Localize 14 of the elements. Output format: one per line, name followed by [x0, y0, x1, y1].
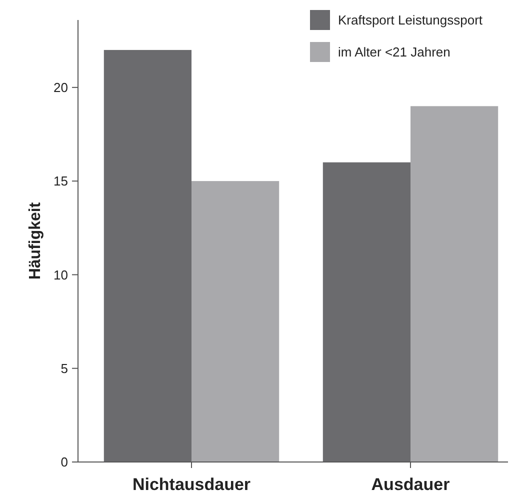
bar: [192, 181, 280, 462]
y-tick-label: 10: [54, 267, 68, 282]
bar: [104, 50, 192, 462]
y-tick-label: 5: [60, 360, 68, 376]
y-axis-title: Häufigkeit: [27, 202, 44, 280]
bar: [322, 162, 410, 462]
legend-label: Kraftsport Leistungssport: [338, 12, 483, 28]
y-tick-label: 20: [54, 80, 68, 95]
y-tick-label: 15: [54, 174, 68, 189]
bar: [410, 106, 498, 462]
x-tick-label: Nichtausdauer: [132, 475, 251, 494]
legend-label: im Alter <21 Jahren: [338, 44, 450, 60]
y-tick-label: 0: [60, 454, 68, 470]
x-tick-label: Ausdauer: [371, 475, 450, 494]
